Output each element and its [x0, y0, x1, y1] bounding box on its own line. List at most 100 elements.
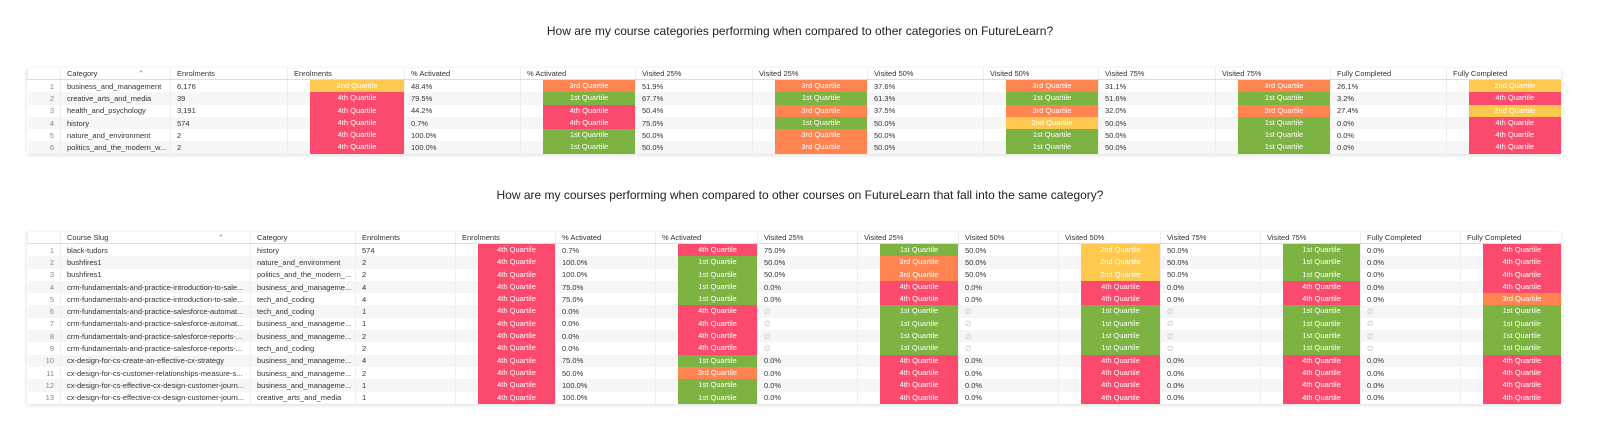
quartile-badge: 4th Quartile [478, 379, 555, 392]
column-header[interactable]: Enrolments [287, 68, 405, 80]
column-header[interactable]: % Activated [655, 232, 758, 244]
cell: 4th Quartile [455, 293, 556, 306]
column-header[interactable]: Enrolments [455, 232, 556, 244]
column-header[interactable]: % Activated [520, 68, 636, 80]
cell: 3rd Quartile [655, 366, 758, 380]
column-header[interactable]: % Activated [404, 68, 521, 80]
quartile-badge: 4th Quartile [310, 92, 404, 105]
column-header[interactable]: Visited 50% [983, 68, 1099, 80]
cell: 0.0% [1160, 280, 1261, 294]
column-header[interactable]: Category ⌃ [60, 68, 171, 80]
header-label: Category [257, 233, 288, 242]
column-header[interactable]: % Activated [555, 232, 656, 244]
column-header[interactable]: Visited 75% [1098, 68, 1216, 80]
cell: 4th Quartile [1260, 354, 1361, 367]
cell: 4th Quartile [857, 280, 959, 294]
column-header[interactable]: Fully Completed [1460, 232, 1561, 244]
column-header[interactable]: Visited 75% [1215, 68, 1331, 80]
header-label: Visited 50% [1065, 233, 1105, 242]
quartile-badge: 1st Quartile [1081, 317, 1160, 331]
cell: 4th Quartile [455, 379, 556, 392]
cell: 1st Quartile [1260, 268, 1361, 281]
column-header[interactable]: Visited 25% [757, 232, 858, 244]
quartile-badge: 1st Quartile [880, 244, 958, 257]
quartile-badge: 3rd Quartile [1006, 104, 1098, 117]
cell: 1st Quartile [1460, 305, 1561, 318]
cell: ∅ [958, 342, 1059, 355]
cell: 3rd Quartile [752, 104, 868, 117]
cell: crm-fundamentals-and-practice-introducti… [60, 280, 251, 294]
cell: ∅ [757, 330, 858, 343]
column-header[interactable]: Visited 50% [1058, 232, 1161, 244]
cell: 0.0% [1360, 280, 1461, 294]
header-label: Visited 25% [642, 69, 682, 78]
table-row: 8 crm-fundamentals-and-practice-salesforc… [27, 330, 1561, 343]
cell: 1st Quartile [1460, 330, 1561, 343]
cell: ∅ [1160, 305, 1261, 318]
row-number: 5 [49, 130, 54, 140]
cell: 4th Quartile [1058, 391, 1161, 404]
cell: 1st Quartile [1260, 330, 1361, 343]
column-header[interactable]: Visited 25% [857, 232, 959, 244]
cell: 4th Quartile [1460, 354, 1561, 367]
cell: ∅ [757, 317, 858, 331]
column-header[interactable]: Enrolments [355, 232, 456, 244]
column-header[interactable]: Fully Completed [1446, 68, 1561, 80]
cell: 0.7% [404, 116, 521, 130]
cell: 0.0% [1160, 293, 1261, 306]
quartile-badge: 4th Quartile [1469, 141, 1561, 154]
cell: 2 [355, 330, 456, 343]
cell: 4th Quartile [1460, 280, 1561, 294]
cell: 2nd Quartile [1446, 104, 1561, 117]
quartile-badge: 4th Quartile [1483, 354, 1561, 367]
column-header[interactable]: Fully Completed [1330, 68, 1447, 80]
cell: 1 [355, 317, 456, 331]
cell: 3rd Quartile [857, 256, 959, 269]
cell: 3rd Quartile [1460, 293, 1561, 306]
cell: 574 [170, 116, 288, 130]
cell: 4th Quartile [455, 354, 556, 367]
column-header[interactable]: Enrolments [170, 68, 288, 80]
cell: history [250, 243, 356, 257]
column-header[interactable]: Fully Completed [1360, 232, 1461, 244]
header-label: Visited 50% [874, 69, 914, 78]
column-header[interactable]: Visited 75% [1160, 232, 1261, 244]
cell: 4th Quartile [1260, 293, 1361, 306]
cell: 0.0% [1160, 354, 1261, 367]
column-header[interactable]: Course Slug ⌃ [60, 232, 251, 244]
cell: 2 [170, 141, 288, 154]
cell: 1st Quartile [1215, 116, 1331, 130]
cell: 50.0% [555, 366, 656, 380]
cell: tech_and_coding [250, 305, 356, 318]
quartile-badge: 4th Quartile [1469, 116, 1561, 130]
cell: 4th Quartile [520, 104, 636, 117]
column-header[interactable]: Visited 50% [867, 68, 984, 80]
column-header[interactable]: Category [250, 232, 356, 244]
quartile-badge: 4th Quartile [1081, 379, 1160, 392]
column-header[interactable]: Visited 25% [752, 68, 868, 80]
cell: 4th Quartile [655, 305, 758, 318]
table-row: 7 crm-fundamentals-and-practice-salesforc… [28, 317, 1561, 331]
cell: 100.0% [555, 379, 656, 392]
cell: 1st Quartile [655, 280, 758, 294]
cell: 31.1% [1098, 79, 1216, 93]
quartile-badge: 4th Quartile [478, 391, 555, 404]
quartile-badge: 4th Quartile [478, 342, 555, 355]
cell: 3.2% [1330, 92, 1447, 105]
cell: 27.4% [1330, 104, 1447, 117]
quartile-badge: 4th Quartile [1283, 379, 1360, 392]
cell: creative_arts_and_media [250, 391, 356, 404]
row-number-header [27, 68, 61, 80]
cell: ∅ [958, 330, 1059, 343]
sort-icon[interactable]: ⌃ [217, 233, 224, 242]
column-header[interactable]: Visited 75% [1260, 232, 1361, 244]
quartile-badge: 4th Quartile [478, 305, 555, 318]
quartile-badge: 1st Quartile [1283, 330, 1360, 343]
quartile-badge: 4th Quartile [880, 366, 958, 380]
sort-icon[interactable]: ⌃ [137, 69, 144, 78]
table-row: 10 cx-design-for-cs-create-an-effective-c… [27, 354, 1561, 367]
column-header[interactable]: Visited 25% [635, 68, 753, 80]
quartile-badge: 1st Quartile [1483, 305, 1561, 318]
column-header[interactable]: Visited 50% [958, 232, 1059, 244]
